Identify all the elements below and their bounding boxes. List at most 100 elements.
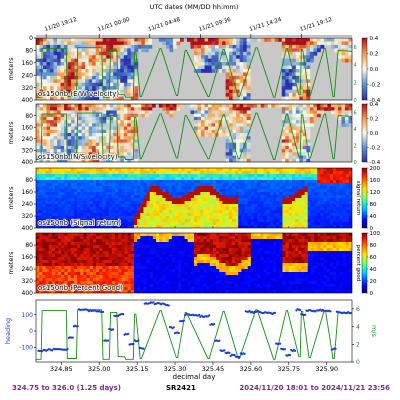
amp-cell <box>137 186 141 190</box>
ew-cell <box>102 62 107 66</box>
amp-cell <box>336 225 340 228</box>
amp-cell <box>298 186 302 190</box>
ns-cell <box>64 145 68 150</box>
ew-cell <box>215 58 219 63</box>
amp-cell <box>273 207 277 211</box>
amp-cell <box>89 171 94 175</box>
amp-cell <box>342 213 347 217</box>
ew-cell <box>337 55 342 60</box>
amp-cell <box>89 180 94 184</box>
amp-cell <box>257 222 261 226</box>
amp-cell <box>67 180 72 184</box>
ew-cell <box>123 89 128 94</box>
amp-cell <box>175 177 179 181</box>
ew-cell <box>116 79 121 84</box>
ns-cell <box>81 145 86 150</box>
ns-cell <box>169 113 174 118</box>
amp-cell <box>61 183 65 187</box>
ns-cell <box>85 110 90 115</box>
ew-cell <box>204 51 209 56</box>
ew-cell <box>113 89 118 94</box>
amp-cell <box>197 192 201 196</box>
ns-cell <box>236 129 241 134</box>
amp-cell <box>187 180 192 184</box>
ns-cell <box>246 145 251 150</box>
ew-cell <box>46 41 51 46</box>
pg-cell <box>64 239 68 243</box>
amp-cell <box>111 207 116 211</box>
amp-cell <box>190 204 195 208</box>
ns-cell <box>229 155 234 160</box>
amp-cell <box>206 210 211 214</box>
amp-cell <box>307 192 312 196</box>
ew-cell <box>36 82 40 87</box>
ns-cell <box>43 116 47 121</box>
amp-cell <box>257 186 261 190</box>
amp-cell <box>273 171 277 175</box>
amp-cell <box>96 213 100 217</box>
amp-cell <box>133 195 138 199</box>
pg-cell <box>152 284 157 288</box>
amp-cell <box>156 183 160 187</box>
ew-cell <box>67 82 72 87</box>
ns-cell <box>95 145 100 150</box>
pg-cell <box>54 266 59 270</box>
amp-cell <box>54 225 59 228</box>
amp-cell <box>162 171 166 175</box>
amp-cell <box>263 189 268 193</box>
ew-cell <box>67 44 72 49</box>
amp-cell <box>80 186 84 190</box>
amp-cell <box>333 171 337 175</box>
amp-cell <box>152 195 157 199</box>
ew-cell <box>123 82 128 87</box>
amp-cell <box>314 219 318 223</box>
ns-cell <box>123 110 128 115</box>
amp-cell <box>323 189 328 193</box>
amp-cell <box>67 186 72 190</box>
pg-cell <box>92 278 97 282</box>
ew-cell <box>295 38 300 42</box>
pg-cell <box>162 239 166 243</box>
pg-cell <box>105 281 110 285</box>
amp-cell <box>247 222 252 226</box>
pg-cell <box>51 263 56 267</box>
amp-cell <box>130 180 135 184</box>
pg-cell <box>184 281 189 285</box>
amp-cell <box>127 210 132 214</box>
amp-cell <box>190 180 195 184</box>
pg-cell <box>67 263 72 267</box>
ew-cell <box>78 55 83 60</box>
ns-cell <box>348 113 352 118</box>
pg-cell <box>162 263 166 267</box>
ns-cell <box>218 133 223 137</box>
amp-cell <box>345 198 350 202</box>
pg-cell <box>77 266 81 270</box>
amp-cell <box>156 201 160 205</box>
pg-cell <box>73 257 78 261</box>
ns-cell <box>53 126 58 131</box>
ew-cell <box>102 93 107 97</box>
amp-cell <box>70 213 75 217</box>
ns-cell <box>148 110 153 115</box>
ns-cell <box>334 113 339 118</box>
ns-cell <box>320 107 325 111</box>
ew-cell <box>120 55 125 60</box>
amp-cell <box>203 177 208 181</box>
amp-cell <box>345 210 350 214</box>
ns-cell <box>85 133 90 137</box>
ns-cell <box>60 129 65 134</box>
amp-cell <box>149 180 154 184</box>
amp-cell <box>295 216 299 220</box>
amp-cell <box>102 219 106 223</box>
ns-cell <box>309 110 314 115</box>
amp-cell <box>162 198 166 202</box>
ew-cell <box>134 62 139 66</box>
amp-cell <box>165 195 170 199</box>
ew-cell <box>60 69 65 73</box>
ew-cell <box>92 41 97 46</box>
ew-cell <box>302 82 307 87</box>
ns-cell <box>211 107 216 111</box>
ns-cell <box>327 104 332 108</box>
ns-cell <box>334 104 339 108</box>
amp-cell <box>89 222 94 226</box>
